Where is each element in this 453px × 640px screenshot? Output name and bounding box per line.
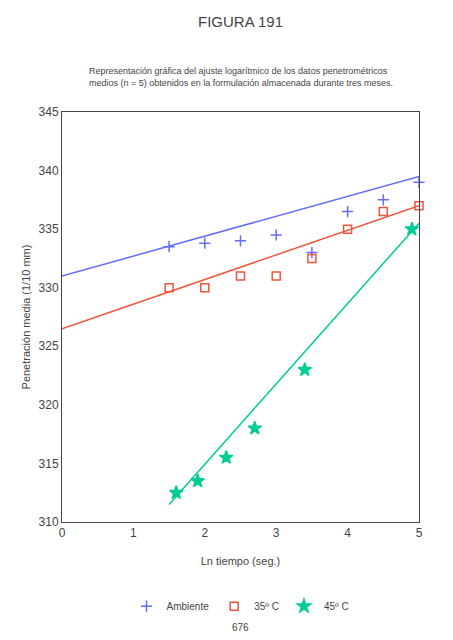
svg-text:345: 345 <box>39 105 59 119</box>
svg-text:340: 340 <box>39 164 59 178</box>
svg-text:0: 0 <box>59 526 66 540</box>
svg-text:315: 315 <box>39 457 59 471</box>
svg-text:676: 676 <box>232 622 249 633</box>
svg-text:Penetración media (1/10 mm): Penetración media (1/10 mm) <box>20 245 32 390</box>
svg-text:330: 330 <box>39 281 59 295</box>
svg-text:310: 310 <box>39 515 59 529</box>
svg-text:Ln tiempo (seg.): Ln tiempo (seg.) <box>201 555 280 567</box>
svg-text:FIGURA 191: FIGURA 191 <box>198 13 283 30</box>
svg-text:Ambiente: Ambiente <box>167 601 210 612</box>
svg-text:325: 325 <box>39 339 59 353</box>
svg-text:1: 1 <box>130 526 137 540</box>
svg-text:45º C: 45º C <box>324 601 349 612</box>
svg-text:335: 335 <box>39 222 59 236</box>
svg-text:5: 5 <box>416 526 423 540</box>
svg-text:2: 2 <box>201 526 208 540</box>
svg-text:4: 4 <box>344 526 351 540</box>
svg-text:35º C: 35º C <box>254 601 279 612</box>
svg-text:3: 3 <box>273 526 280 540</box>
svg-text:320: 320 <box>39 398 59 412</box>
svg-text:Representación gráfica del aju: Representación gráfica del ajuste logarí… <box>89 66 393 88</box>
